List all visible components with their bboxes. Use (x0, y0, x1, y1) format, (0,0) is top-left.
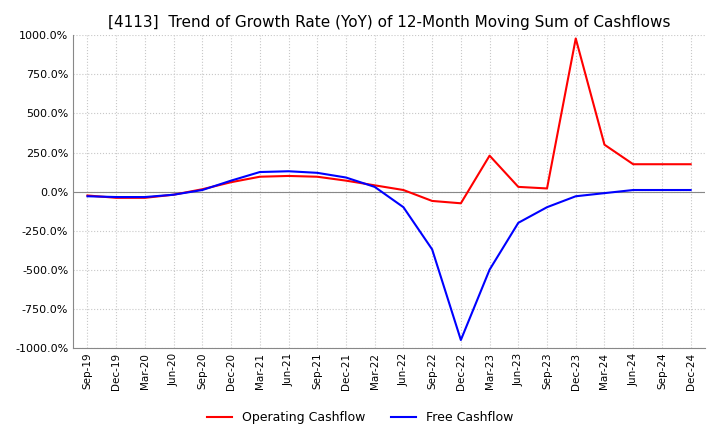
Free Cashflow (227, 178, 235, 183)
Free Cashflow (657, 187, 666, 193)
Free Cashflow (572, 194, 580, 199)
Free Cashflow (256, 169, 264, 175)
Operating Cashflow (198, 187, 207, 192)
Operating Cashflow (342, 178, 351, 183)
Operating Cashflow (399, 187, 408, 193)
Line: Operating Cashflow: Operating Cashflow (87, 38, 690, 203)
Free Cashflow (600, 191, 609, 196)
Title: [4113]  Trend of Growth Rate (YoY) of 12-Month Moving Sum of Cashflows: [4113] Trend of Growth Rate (YoY) of 12-… (108, 15, 670, 30)
Operating Cashflow (140, 195, 149, 201)
Free Cashflow (456, 337, 465, 343)
Operating Cashflow (370, 183, 379, 188)
Operating Cashflow (485, 153, 494, 158)
Operating Cashflow (572, 36, 580, 41)
Operating Cashflow (629, 161, 637, 167)
Free Cashflow (342, 175, 351, 180)
Free Cashflow (112, 194, 120, 200)
Operating Cashflow (227, 180, 235, 185)
Free Cashflow (686, 187, 695, 193)
Operating Cashflow (686, 161, 695, 167)
Operating Cashflow (428, 198, 436, 204)
Operating Cashflow (600, 142, 609, 147)
Operating Cashflow (657, 161, 666, 167)
Legend: Operating Cashflow, Free Cashflow: Operating Cashflow, Free Cashflow (202, 407, 518, 429)
Free Cashflow (629, 187, 637, 193)
Operating Cashflow (256, 174, 264, 180)
Operating Cashflow (543, 186, 552, 191)
Free Cashflow (313, 170, 322, 176)
Operating Cashflow (169, 192, 178, 197)
Operating Cashflow (456, 201, 465, 206)
Free Cashflow (83, 194, 91, 199)
Operating Cashflow (284, 173, 293, 179)
Free Cashflow (514, 220, 523, 225)
Operating Cashflow (313, 174, 322, 180)
Free Cashflow (543, 205, 552, 210)
Free Cashflow (399, 205, 408, 210)
Operating Cashflow (514, 184, 523, 190)
Operating Cashflow (112, 195, 120, 201)
Free Cashflow (140, 194, 149, 200)
Operating Cashflow (83, 193, 91, 198)
Free Cashflow (370, 184, 379, 190)
Free Cashflow (198, 187, 207, 193)
Free Cashflow (169, 192, 178, 197)
Free Cashflow (485, 267, 494, 272)
Free Cashflow (284, 169, 293, 174)
Free Cashflow (428, 247, 436, 252)
Line: Free Cashflow: Free Cashflow (87, 171, 690, 340)
